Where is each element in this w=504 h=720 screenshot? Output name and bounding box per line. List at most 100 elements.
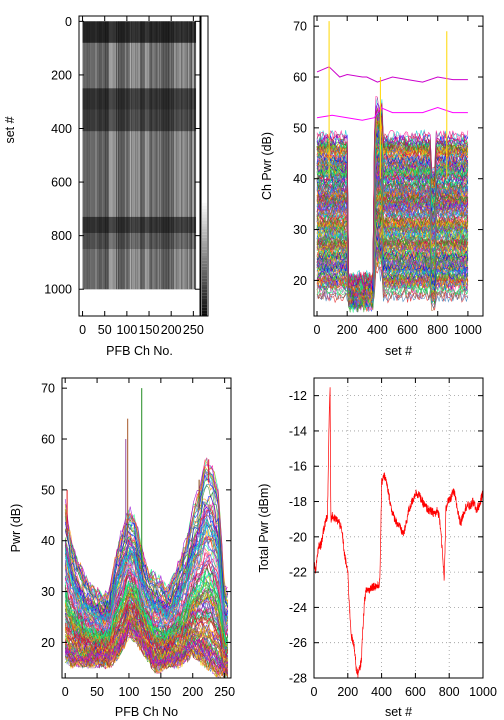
chpwr-series-line	[316, 151, 469, 296]
x-tick-label: 400	[371, 685, 392, 699]
x-tick-label: 1000	[469, 685, 497, 699]
x-tick-label: 0	[62, 685, 69, 699]
chpwr-plot-area	[316, 21, 469, 313]
x-tick-label: 600	[397, 323, 418, 337]
totpwr-y-axis-label: Total Pwr (dBm)	[257, 484, 271, 573]
y-tick-label: 400	[51, 122, 72, 136]
colorbar-swatch	[202, 272, 207, 276]
chpwr-series-line	[316, 212, 469, 300]
pwr-x-axis-label: PFB Ch No	[115, 705, 178, 719]
pwr-series-line	[64, 466, 228, 602]
y-tick-label: -26	[289, 636, 307, 650]
heatmap-colorbar	[200, 15, 209, 317]
x-tick-label: 50	[90, 685, 104, 699]
x-tick-label: 800	[427, 323, 448, 337]
colorbar-swatch	[202, 292, 207, 296]
y-tick-label: 40	[41, 534, 55, 548]
colorbar-swatch	[202, 246, 207, 250]
heatmap-band	[82, 216, 197, 233]
x-tick-label: 0	[311, 685, 318, 699]
y-tick-label: -28	[289, 672, 307, 686]
colorbar-swatch	[202, 200, 207, 203]
x-tick-label: 400	[367, 323, 388, 337]
pwr-series-line	[64, 611, 228, 660]
heatmap-band	[82, 88, 197, 110]
chpwr-series-line	[316, 263, 469, 313]
colorbar-swatch	[202, 295, 207, 299]
y-tick-label: 1000	[44, 283, 72, 297]
totpwr-grid	[314, 378, 483, 678]
pwr-series-line	[64, 484, 228, 611]
chpwr-series-line	[316, 211, 469, 305]
pwr-series-line	[64, 571, 229, 646]
y-tick-label: 60	[293, 71, 307, 85]
x-tick-label: 100	[116, 323, 137, 337]
heatmap-band	[82, 232, 197, 250]
totpwr-axes: 0 200 400 600 800 1000 -28 -26 -24 -22 -20 -18 -16 -1…	[289, 378, 497, 699]
x-tick-label: 600	[405, 685, 426, 699]
chpwr-series-line	[316, 217, 469, 306]
pwr-series-line	[64, 618, 228, 667]
colorbar-swatch	[202, 263, 207, 267]
heatmap-x-axis-label: PFB Ch No.	[106, 344, 173, 358]
chpwr-series-line	[316, 121, 469, 292]
pwr-y-axis-label: Pwr (dB)	[9, 504, 23, 553]
pwr-series-line	[64, 508, 229, 619]
x-tick-label: 150	[150, 685, 171, 699]
chpwr-series-line	[316, 154, 469, 297]
pwr-series-line	[64, 589, 229, 650]
y-tick-label: 20	[41, 636, 55, 650]
totpwr-frame	[313, 377, 484, 679]
y-tick-label: 30	[293, 223, 307, 237]
heatmap-y-axis-label: set #	[3, 116, 17, 143]
y-tick-label: 70	[293, 20, 307, 34]
y-tick-label: 200	[51, 68, 72, 82]
totpwr-series-line	[314, 387, 483, 678]
pwr-series-line	[64, 535, 229, 630]
x-tick-label: 1000	[454, 323, 482, 337]
pwr-series-line	[64, 600, 228, 654]
chpwr-series-line	[316, 95, 469, 288]
pwr-series-line	[64, 519, 229, 621]
heatmap-plot-area	[82, 21, 197, 290]
x-tick-label: 250	[214, 685, 235, 699]
y-tick-label: -12	[289, 389, 307, 403]
colorbar-swatch	[202, 301, 207, 305]
colorbar-swatch	[202, 229, 207, 232]
chpwr-series-line	[316, 125, 469, 291]
colorbar-swatch	[202, 289, 207, 293]
x-tick-label: 0	[314, 323, 321, 337]
colorbar-swatch	[202, 240, 207, 244]
x-tick-label: 200	[337, 685, 358, 699]
heatmap-frame	[78, 15, 201, 317]
y-tick-label: 50	[293, 121, 307, 135]
chpwr-panel: 0 200 400 600 800 1000 20 30 40 50 60 70 set # Ch P…	[260, 15, 484, 358]
y-tick-label: -20	[289, 530, 307, 544]
chpwr-series-line	[316, 164, 469, 299]
pwr-series-line	[64, 582, 229, 647]
colorbar-swatch	[202, 237, 207, 241]
colorbar-swatch	[202, 258, 207, 261]
colorbar-swatch	[202, 275, 207, 279]
chpwr-frame	[313, 15, 484, 317]
colorbar-swatch	[202, 208, 207, 212]
chpwr-series-line	[316, 191, 469, 303]
chpwr-y-axis-label: Ch Pwr (dB)	[260, 132, 274, 200]
pwr-series-line	[64, 525, 229, 626]
colorbar-swatch	[202, 284, 207, 287]
pwr-plot-area	[64, 388, 229, 678]
pwr-series-line	[65, 457, 229, 600]
y-tick-label: 40	[293, 172, 307, 186]
chpwr-series-line	[316, 231, 469, 306]
chpwr-series-line	[316, 218, 469, 307]
pwr-series-line	[64, 547, 228, 632]
colorbar-swatch	[202, 231, 207, 235]
y-tick-label: 30	[41, 585, 55, 599]
chpwr-series-line	[316, 207, 469, 302]
x-tick-label: 0	[79, 323, 86, 337]
chpwr-series-line	[317, 184, 469, 300]
heatmap-band	[82, 109, 197, 132]
colorbar-swatch	[202, 211, 207, 215]
